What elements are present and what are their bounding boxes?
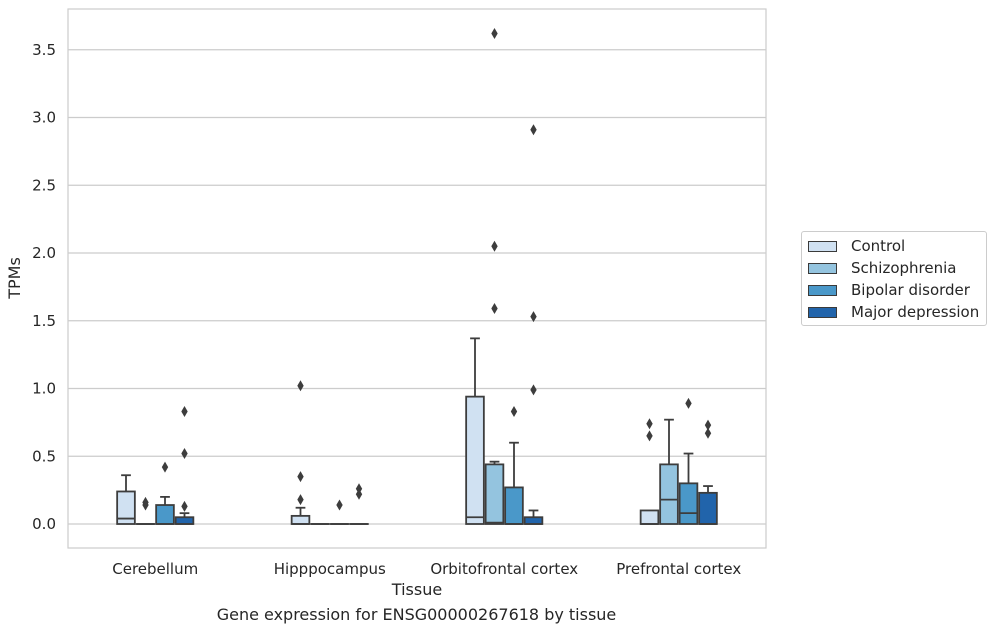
box-series [116, 27, 718, 525]
box-schizophrenia-cerebellum [135, 496, 156, 525]
box-control-prefrontal-cortex [639, 418, 660, 525]
outlier-point [491, 27, 498, 39]
y-tick-label: 2.0 [32, 244, 56, 262]
outlier-point [336, 499, 343, 511]
y-tick-label: 2.5 [32, 176, 56, 194]
legend-swatch-major-depression [808, 306, 837, 318]
outlier-point [646, 430, 653, 442]
outlier-point [297, 471, 304, 483]
legend-label-bipolar-disorder: Bipolar disorder [851, 281, 970, 299]
legend: Control Schizophrenia Bipolar disorder M… [801, 231, 987, 326]
outlier-point [530, 311, 537, 323]
outlier-point [704, 419, 712, 431]
box-body [504, 486, 524, 525]
y-tick-label: 3.0 [32, 109, 56, 127]
legend-label-control: Control [851, 237, 906, 255]
box-body [465, 395, 485, 525]
box-bipolar-disorder-orbitofrontal-cortex [504, 406, 524, 525]
box-major-depression-hipppocampus [349, 483, 369, 525]
x-tick-label: Orbitofrontal cortex [430, 560, 578, 578]
y-tick-label: 1.0 [32, 380, 56, 398]
outlier-point [355, 483, 363, 495]
box-bipolar-disorder-prefrontal-cortex [678, 397, 699, 525]
legend-swatch-schizophrenia [808, 262, 837, 274]
outlier-point [181, 406, 188, 418]
x-axis-label: Tissue [391, 580, 442, 599]
box-body [290, 514, 311, 525]
y-tick-label: 0.5 [32, 447, 56, 465]
box-control-cerebellum [116, 474, 136, 525]
box-body [116, 490, 136, 525]
outlier-point [491, 303, 498, 315]
y-tick-label: 1.5 [32, 312, 56, 330]
legend-item-bipolar-disorder: Bipolar disorder [808, 280, 970, 300]
outlier-point [161, 461, 169, 473]
x-tick-label: Prefrontal cortex [616, 560, 741, 578]
x-tick-label: Cerebellum [112, 560, 198, 578]
box-body [678, 482, 699, 525]
outlier-point [181, 500, 188, 512]
outlier-point [297, 494, 304, 506]
outlier-point [685, 397, 692, 409]
outlier-point [510, 406, 518, 418]
legend-item-schizophrenia: Schizophrenia [808, 258, 956, 278]
box-body [174, 516, 195, 525]
box-control-hipppocampus [290, 380, 311, 525]
legend-item-major-depression: Major depression [808, 302, 979, 322]
figure-caption: Gene expression for ENSG00000267618 by t… [216, 605, 617, 624]
x-tick-label: Hipppocampus [274, 560, 386, 578]
outlier-point [142, 496, 149, 508]
box-major-depression-orbitofrontal-cortex [523, 124, 544, 525]
box-schizophrenia-prefrontal-cortex [659, 418, 679, 525]
outlier-point [297, 380, 304, 392]
box-major-depression-cerebellum [174, 406, 195, 525]
box-bipolar-disorder-cerebellum [155, 461, 175, 525]
box-body [155, 504, 175, 525]
legend-item-control: Control [808, 236, 905, 256]
box-body [523, 516, 544, 525]
outlier-point [491, 240, 498, 252]
outlier-point [646, 418, 653, 430]
outlier-point [530, 124, 537, 136]
box-major-depression-prefrontal-cortex [698, 419, 718, 525]
legend-swatch-control [808, 240, 837, 252]
y-axis-label: TPMs [5, 257, 24, 300]
outlier-point [704, 427, 712, 439]
outlier-point [530, 384, 537, 396]
box-control-orbitofrontal-cortex [465, 337, 485, 525]
y-tick-label: 3.5 [32, 41, 56, 59]
legend-swatch-bipolar-disorder [808, 284, 837, 296]
y-tick-labels: 0.0 0.5 1.0 1.5 2.0 2.5 3.0 3.5 [32, 41, 56, 533]
y-tick-label: 0.0 [32, 515, 56, 533]
x-tick-labels: Cerebellum Hipppocampus Orbitofrontal cort… [112, 560, 741, 578]
box-schizophrenia-orbitofrontal-cortex [484, 27, 505, 525]
box-bipolar-disorder-hipppocampus [329, 499, 350, 525]
box-body [698, 491, 718, 525]
box-body [639, 509, 660, 525]
box-body [659, 463, 679, 525]
legend-label-major-depression: Major depression [851, 303, 980, 321]
legend-label-schizophrenia: Schizophrenia [851, 259, 957, 277]
box-body [484, 463, 505, 525]
outlier-point [181, 448, 188, 460]
